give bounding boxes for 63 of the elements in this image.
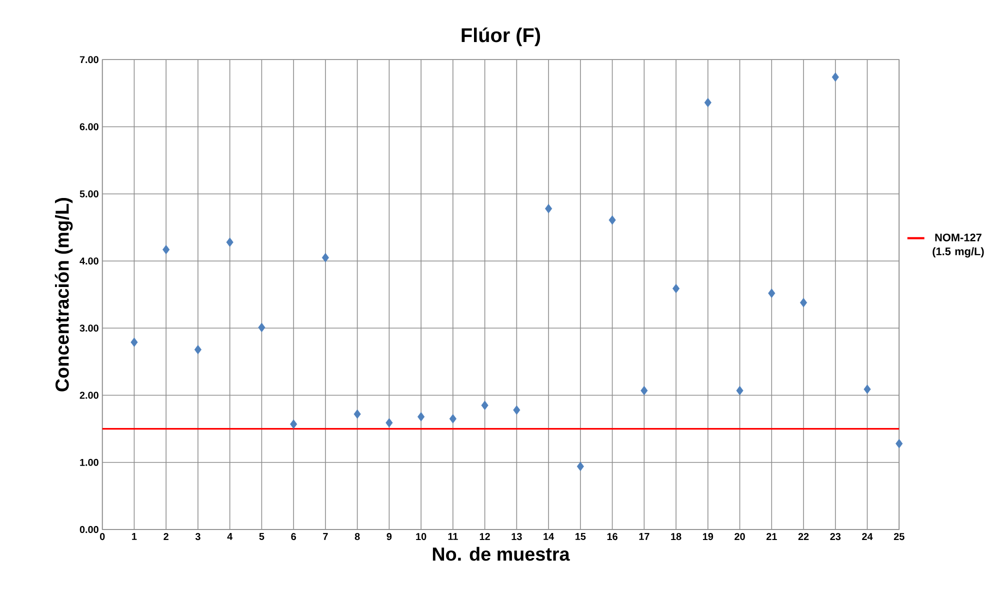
point xyxy=(481,400,488,410)
y-tick-label: 6.00 xyxy=(80,123,98,130)
x-tick-label: 18 xyxy=(671,532,682,540)
x-tick-label: 3 xyxy=(195,532,200,540)
point xyxy=(513,405,520,415)
x-tick-label: 19 xyxy=(703,532,714,540)
x-axis-title: No. de muestra xyxy=(432,546,570,561)
x-tick-label: 24 xyxy=(862,532,873,540)
point xyxy=(290,419,298,429)
chart-title: Flúor (F) xyxy=(462,27,540,46)
point xyxy=(832,72,839,82)
point xyxy=(672,284,680,294)
x-tick-label: 0 xyxy=(100,532,105,540)
point xyxy=(418,412,425,422)
point xyxy=(608,215,616,225)
point xyxy=(736,386,744,396)
point xyxy=(864,384,871,394)
x-tick-label: 16 xyxy=(607,532,618,540)
x-tick-label: 13 xyxy=(512,532,522,540)
y-tick-label: 1.00 xyxy=(80,458,98,466)
point xyxy=(226,237,234,247)
x-tick-label: 21 xyxy=(766,532,777,540)
point xyxy=(768,288,776,298)
x-tick-label: 15 xyxy=(576,532,586,540)
point xyxy=(322,252,329,262)
point xyxy=(896,438,903,448)
point xyxy=(162,244,170,254)
y-tick-label: 0.00 xyxy=(80,526,98,533)
x-tick-label: 17 xyxy=(639,532,650,540)
x-tick-label: 22 xyxy=(798,532,809,540)
x-tick-label: 14 xyxy=(544,532,554,540)
x-tick-label: 8 xyxy=(354,532,360,540)
x-tick-label: 1 xyxy=(132,532,137,540)
x-tick-label: 9 xyxy=(386,532,392,540)
point xyxy=(258,322,266,332)
point xyxy=(194,344,202,354)
x-tick-label: 23 xyxy=(830,532,841,540)
y-tick-label: 2.00 xyxy=(80,392,98,399)
x-tick-label: 10 xyxy=(416,532,426,540)
point xyxy=(576,462,584,472)
x-tick-label: 25 xyxy=(894,532,904,540)
x-tick-label: 12 xyxy=(480,532,490,540)
point xyxy=(130,338,138,347)
point xyxy=(800,298,808,308)
x-tick-label: 20 xyxy=(734,532,745,540)
y-tick-label: 5.00 xyxy=(80,190,98,198)
x-tick-label: 6 xyxy=(291,532,296,540)
y-axis-title: Concentración (mg/L) xyxy=(54,198,73,392)
point xyxy=(386,418,393,428)
point xyxy=(704,98,712,108)
x-tick-label: 4 xyxy=(227,532,233,540)
y-tick-label: 3.00 xyxy=(80,324,98,332)
x-tick-label: 5 xyxy=(259,532,264,540)
y-tick-label: 4.00 xyxy=(80,257,98,264)
x-tick-label: 2 xyxy=(164,532,168,540)
y-tick-label: 7.00 xyxy=(80,56,98,64)
x-tick-label: 11 xyxy=(448,532,458,540)
point xyxy=(640,386,648,396)
legend-label: NOM-127 (1.5 mg/L) xyxy=(932,234,984,258)
point xyxy=(449,414,456,424)
point xyxy=(544,204,552,214)
x-tick-label: 7 xyxy=(323,532,328,540)
point xyxy=(354,409,361,419)
